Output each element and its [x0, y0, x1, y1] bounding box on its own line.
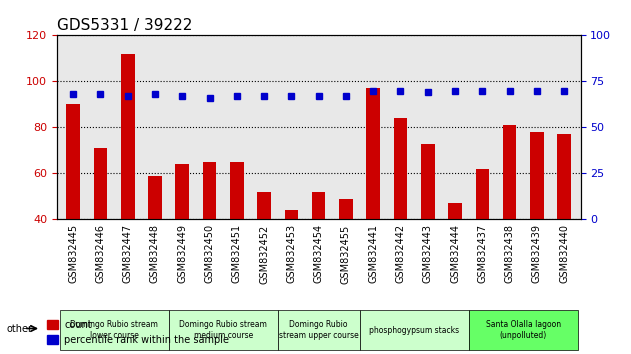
Bar — [421, 143, 435, 312]
Bar — [203, 162, 216, 312]
Bar — [230, 162, 244, 312]
Text: Domingo Rubio stream
lower course: Domingo Rubio stream lower course — [70, 320, 158, 340]
Bar — [530, 132, 544, 312]
Text: Santa Olalla lagoon
(unpolluted): Santa Olalla lagoon (unpolluted) — [486, 320, 561, 340]
Text: phosphogypsum stacks: phosphogypsum stacks — [369, 326, 459, 335]
Bar — [394, 118, 407, 312]
Bar — [257, 192, 271, 312]
Bar — [557, 134, 571, 312]
Bar — [312, 192, 326, 312]
Bar — [66, 104, 80, 312]
Bar — [175, 164, 189, 312]
Bar — [285, 210, 298, 312]
Text: Domingo Rubio
stream upper course: Domingo Rubio stream upper course — [279, 320, 358, 340]
Bar — [448, 203, 462, 312]
Text: GDS5331 / 39222: GDS5331 / 39222 — [57, 18, 192, 33]
Bar — [121, 54, 134, 312]
Bar — [367, 88, 380, 312]
Bar — [503, 125, 516, 312]
Text: other: other — [6, 324, 32, 334]
Bar — [476, 169, 489, 312]
Bar — [93, 148, 107, 312]
Text: Domingo Rubio stream
medium course: Domingo Rubio stream medium course — [179, 320, 267, 340]
Bar — [148, 176, 162, 312]
Legend: count, percentile rank within the sample: count, percentile rank within the sample — [43, 316, 233, 349]
Bar — [339, 199, 353, 312]
